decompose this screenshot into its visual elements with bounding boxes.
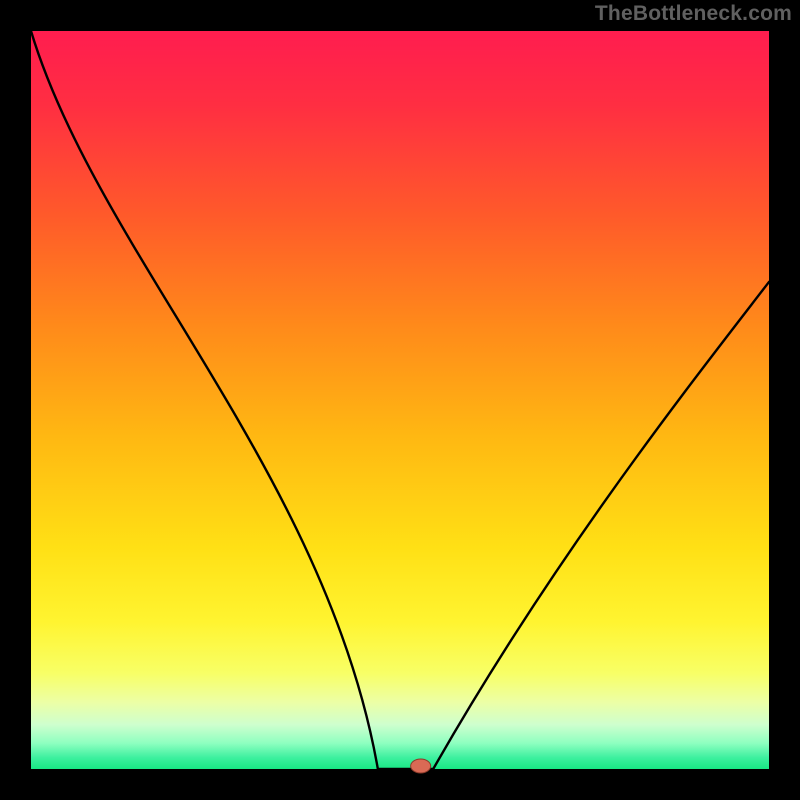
watermark-text: TheBottleneck.com [595,2,792,26]
plot-background [31,31,769,769]
bottleneck-chart [0,0,800,800]
optimal-marker [411,759,431,773]
